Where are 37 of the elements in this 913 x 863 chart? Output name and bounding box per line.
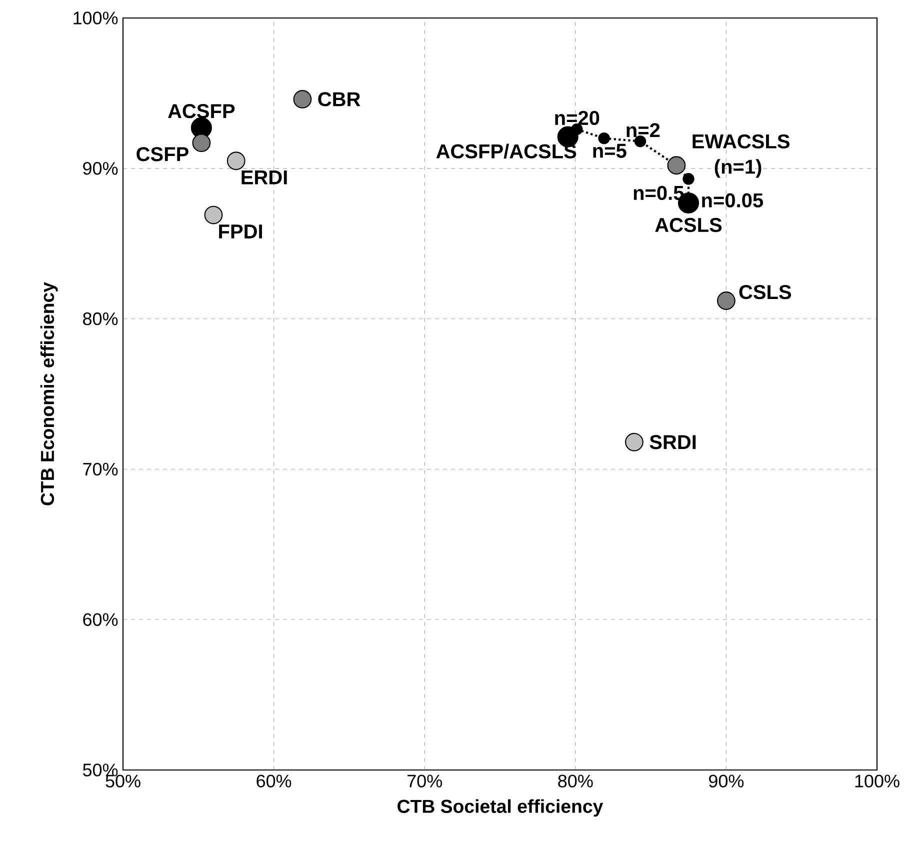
y-tick-label: 70% bbox=[83, 462, 118, 476]
x-tick-label: 90% bbox=[709, 774, 744, 788]
point bbox=[682, 173, 694, 185]
annotation: FPDI bbox=[219, 224, 262, 238]
annotation: ACSFP bbox=[168, 104, 235, 118]
annotation: ACSFP/ACSLS bbox=[436, 144, 576, 159]
x-tick-label: 50% bbox=[106, 774, 140, 788]
point bbox=[717, 292, 736, 310]
annotation: CBR bbox=[318, 92, 360, 106]
point bbox=[598, 132, 610, 144]
y-tick-label: 80% bbox=[83, 312, 118, 326]
y-axis-title: CTB Economic efficiency bbox=[40, 282, 58, 506]
annotation: EWACSLS (n=1) bbox=[692, 134, 790, 178]
point bbox=[204, 206, 223, 224]
x-tick-label: 80% bbox=[558, 774, 593, 788]
y-tick-label: 60% bbox=[83, 613, 118, 626]
point bbox=[625, 432, 644, 452]
point bbox=[226, 152, 246, 170]
point bbox=[192, 134, 211, 152]
annotation: n=20 bbox=[555, 110, 600, 126]
x-tick-label: 100% bbox=[855, 774, 900, 788]
x-tick-label: 60% bbox=[256, 774, 292, 788]
annotation: ACSLS bbox=[655, 218, 722, 232]
x-tick-label: 70% bbox=[408, 774, 442, 788]
y-tick-label: 50% bbox=[82, 764, 118, 776]
annotation: SRDI bbox=[650, 435, 696, 450]
annotation: n=5 bbox=[593, 144, 626, 158]
annotation: ERDI bbox=[242, 170, 287, 184]
y-tick-label: 100% bbox=[74, 12, 118, 24]
annotation: CSLS bbox=[739, 284, 792, 300]
annotation: n=0.05 bbox=[702, 193, 764, 208]
y-tick-label: 90% bbox=[83, 162, 118, 175]
point bbox=[293, 90, 312, 108]
point bbox=[667, 156, 686, 175]
annotation: CSFP bbox=[136, 147, 188, 162]
annotation: n=2 bbox=[626, 123, 660, 138]
x-axis-title: CTB Societal efficiency bbox=[398, 799, 604, 817]
